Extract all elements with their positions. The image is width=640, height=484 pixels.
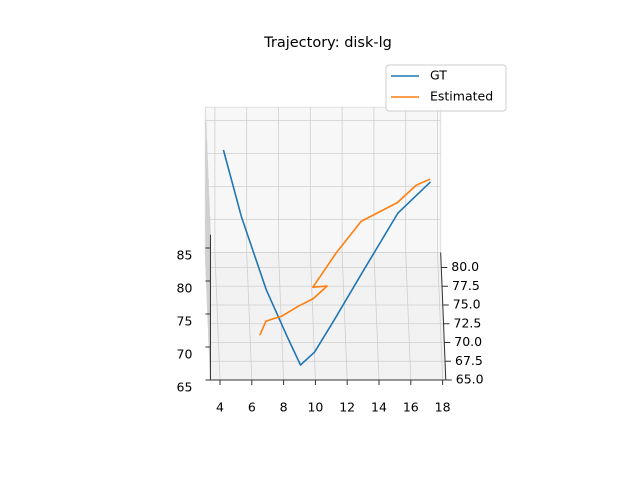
grid-line [204, 219, 211, 348]
y-tick-label: 75.0 [453, 297, 481, 312]
chart-title: Trajectory: disk-lg [263, 35, 392, 51]
grid-line [214, 252, 221, 381]
legend-label: GT [430, 68, 447, 83]
grid-line [405, 252, 412, 381]
x-tick-label: 10 [307, 400, 323, 415]
grid-line [204, 153, 211, 282]
y-tick-label: 65.0 [456, 372, 484, 387]
trajectory-line [259, 178, 431, 336]
x-tick-label: 4 [216, 400, 224, 415]
legend-label: Estimated [430, 89, 493, 104]
z-tick-label: 75 [177, 314, 193, 329]
z-tick-label: 85 [177, 248, 193, 263]
z-tick-label: 65 [177, 380, 193, 395]
x-tick-label: 6 [248, 400, 256, 415]
x-tick-label: 14 [371, 400, 387, 415]
y-tick-label: 72.5 [454, 315, 482, 330]
y-tick-label: 67.5 [455, 353, 483, 368]
grid-line [204, 186, 211, 315]
x-tick-label: 16 [403, 400, 419, 415]
y-tick-label: 80.0 [451, 259, 479, 274]
grid-line [341, 252, 348, 381]
grid-line [204, 252, 211, 381]
y-tick-label: 70.0 [454, 334, 482, 349]
grid-line [204, 120, 211, 249]
grid-line [437, 252, 443, 381]
x-tick-label: 18 [435, 400, 451, 415]
grid-line [246, 252, 253, 381]
grid-line [373, 252, 380, 381]
y-tick-label: 77.5 [452, 278, 480, 293]
x-tick-label: 12 [339, 400, 355, 415]
trajectory-line [222, 149, 432, 366]
y-axis-line [440, 252, 447, 381]
z-tick-label: 70 [177, 347, 193, 362]
x-tick-label: 8 [280, 400, 288, 415]
legend: GT Estimated [385, 64, 507, 112]
z-tick-label: 80 [177, 281, 193, 296]
grid-line [309, 252, 316, 381]
